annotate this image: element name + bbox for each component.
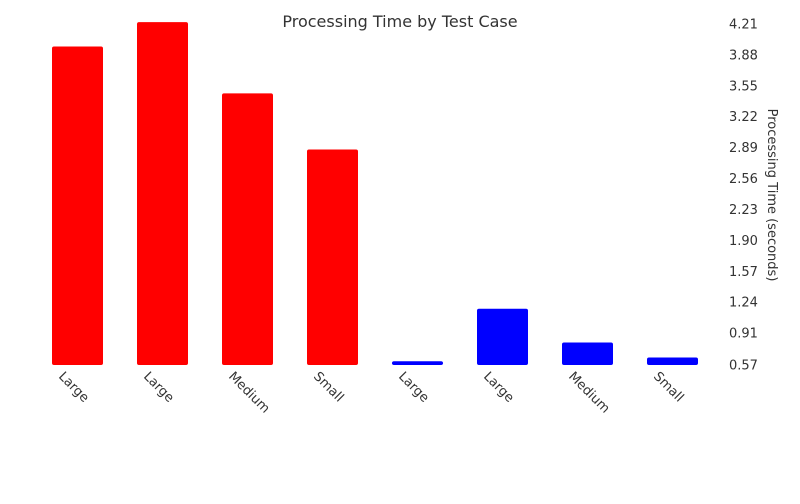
y-tick-label-6: 2.23 [729, 203, 758, 218]
bar-3 [222, 93, 273, 365]
category-label-3: Medium [225, 369, 272, 416]
bar-5 [392, 361, 443, 365]
bar-2 [137, 22, 188, 365]
y-axis-title: Processing Time (seconds) [764, 109, 779, 282]
y-tick-label-8: 2.89 [729, 141, 758, 156]
y-tick-label-11: 3.88 [729, 48, 758, 63]
category-label-1: Large [55, 369, 91, 405]
y-tick-label-9: 3.22 [729, 110, 758, 125]
category-label-2: Large [140, 369, 176, 405]
category-label-4: Small [310, 369, 346, 405]
y-tick-label-12: 4.21 [729, 18, 758, 33]
bar-8 [647, 357, 698, 365]
category-label-6: Large [480, 369, 516, 405]
bar-7 [562, 342, 613, 365]
bar-1 [52, 46, 103, 365]
y-tick-label-1: 0.57 [729, 359, 758, 374]
y-tick-label-10: 3.55 [729, 79, 758, 94]
y-tick-label-2: 0.91 [729, 327, 758, 342]
bar-6 [477, 308, 528, 365]
chart-title: Processing Time by Test Case [282, 12, 517, 31]
category-label-8: Small [650, 369, 686, 405]
bars-group [52, 22, 698, 365]
y-tick-label-5: 1.90 [729, 234, 758, 249]
y-tick-labels-group: 0.57 0.91 1.24 1.57 1.90 2.23 2.56 2.89 3.22 3.55… [729, 18, 758, 374]
y-tick-label-4: 1.57 [729, 265, 758, 280]
category-label-7: Medium [565, 369, 612, 416]
category-labels-group: Large Large Medium Small Large Large Medium Sma… [55, 369, 686, 416]
y-tick-label-7: 2.56 [729, 172, 758, 187]
bar-4 [307, 149, 358, 365]
category-label-5: Large [395, 369, 431, 405]
y-tick-label-3: 1.24 [729, 296, 758, 311]
